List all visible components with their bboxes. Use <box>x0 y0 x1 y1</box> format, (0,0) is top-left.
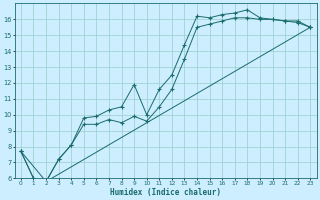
X-axis label: Humidex (Indice chaleur): Humidex (Indice chaleur) <box>110 188 221 197</box>
